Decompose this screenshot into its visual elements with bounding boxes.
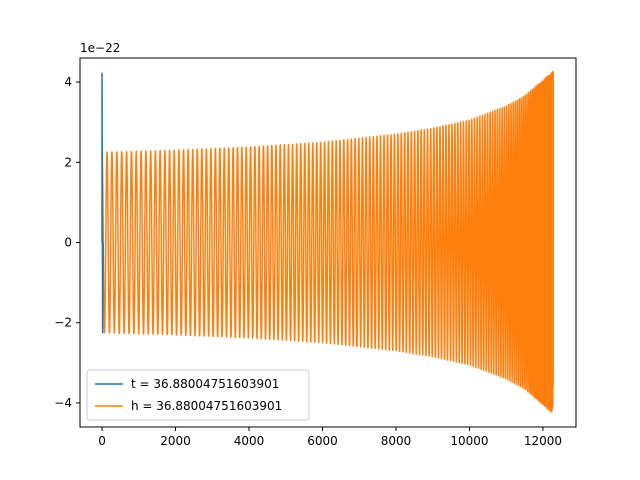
y-tick-label: 2 — [64, 155, 72, 169]
y-tick-label: −2 — [54, 316, 72, 330]
legend: t = 36.88004751603901 h = 36.880047516039… — [86, 369, 310, 421]
x-tick-label: 4000 — [234, 434, 265, 448]
series-line-h — [101, 71, 554, 413]
series-line-t — [101, 72, 104, 334]
y-tick-label: 4 — [64, 75, 72, 89]
y-tick-label: 0 — [64, 236, 72, 250]
legend-label: h = 36.88004751603901 — [131, 399, 282, 413]
plot-series-group — [101, 71, 554, 413]
y-axis: −4 −2 0 2 4 — [54, 75, 80, 410]
legend-label: t = 36.88004751603901 — [131, 377, 279, 391]
x-tick-label: 0 — [98, 434, 106, 448]
legend-box — [86, 369, 310, 421]
x-tick-label: 2000 — [160, 434, 191, 448]
x-tick-label: 8000 — [381, 434, 412, 448]
x-tick-label: 12000 — [524, 434, 562, 448]
x-tick-label: 10000 — [450, 434, 488, 448]
y-offset-text: 1e−22 — [80, 41, 120, 55]
x-axis: 0 2000 4000 6000 8000 10000 12000 — [98, 427, 562, 448]
y-tick-label: −4 — [54, 396, 72, 410]
x-tick-label: 6000 — [307, 434, 338, 448]
